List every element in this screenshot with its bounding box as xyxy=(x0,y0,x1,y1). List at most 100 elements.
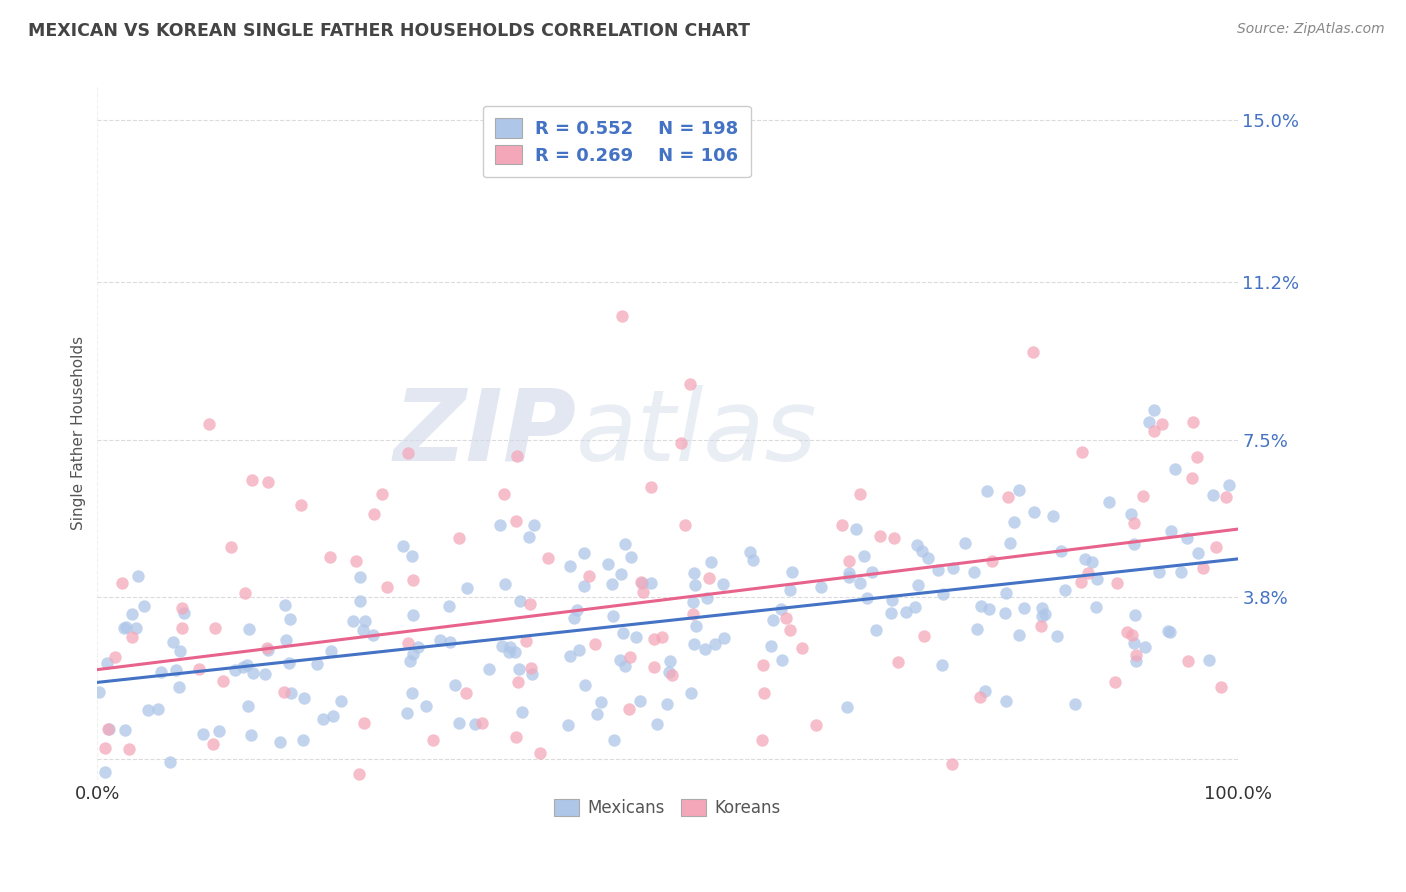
Point xyxy=(574,678,596,692)
Point xyxy=(257,475,280,490)
Point xyxy=(280,686,302,700)
Point xyxy=(375,580,398,594)
Point xyxy=(640,575,662,590)
Point xyxy=(598,557,620,571)
Point xyxy=(1209,681,1232,695)
Point xyxy=(94,764,117,779)
Point xyxy=(519,661,541,675)
Point xyxy=(1123,607,1146,622)
Point xyxy=(1123,636,1146,650)
Point xyxy=(517,530,540,544)
Point xyxy=(228,781,250,796)
Point xyxy=(401,549,423,564)
Point xyxy=(1031,619,1053,633)
Point xyxy=(456,582,478,596)
Point xyxy=(278,612,301,626)
Point xyxy=(620,550,643,565)
Point xyxy=(574,545,596,559)
Point xyxy=(685,619,707,633)
Point xyxy=(219,541,242,555)
Point xyxy=(1119,508,1142,522)
Point xyxy=(683,637,706,651)
Point xyxy=(775,611,797,625)
Text: atlas: atlas xyxy=(576,384,818,482)
Point xyxy=(505,514,527,528)
Point xyxy=(1084,599,1107,614)
Point xyxy=(1198,653,1220,667)
Point xyxy=(201,737,224,751)
Point xyxy=(927,563,949,577)
Point xyxy=(835,700,858,714)
Point xyxy=(1022,344,1045,359)
Point xyxy=(600,577,623,591)
Point xyxy=(614,537,637,551)
Point xyxy=(422,732,444,747)
Point xyxy=(614,659,637,673)
Point xyxy=(349,570,371,584)
Point xyxy=(658,654,681,668)
Point xyxy=(562,611,585,625)
Point xyxy=(399,654,422,668)
Point xyxy=(658,665,681,679)
Point xyxy=(953,536,976,550)
Point xyxy=(853,549,876,564)
Point xyxy=(568,643,591,657)
Point xyxy=(1201,488,1223,502)
Point xyxy=(349,593,371,607)
Legend: Mexicans, Koreans: Mexicans, Koreans xyxy=(547,792,787,824)
Point xyxy=(256,641,278,656)
Point xyxy=(1050,543,1073,558)
Point xyxy=(762,613,785,627)
Point xyxy=(759,639,782,653)
Point xyxy=(401,686,423,700)
Point xyxy=(1132,489,1154,503)
Point xyxy=(170,601,193,615)
Point xyxy=(1133,640,1156,655)
Point xyxy=(93,741,115,756)
Point xyxy=(1012,601,1035,615)
Point xyxy=(371,486,394,500)
Point xyxy=(402,647,425,661)
Point xyxy=(770,602,793,616)
Point xyxy=(204,621,226,635)
Point xyxy=(242,665,264,680)
Point xyxy=(997,490,1019,504)
Point xyxy=(631,585,654,599)
Point xyxy=(619,702,641,716)
Point xyxy=(98,722,121,736)
Point xyxy=(602,733,624,747)
Point xyxy=(1205,540,1227,554)
Point xyxy=(628,694,651,708)
Point xyxy=(305,657,328,672)
Point xyxy=(693,642,716,657)
Point xyxy=(849,487,872,501)
Point xyxy=(127,569,149,583)
Point xyxy=(779,623,801,637)
Point xyxy=(1177,654,1199,668)
Point xyxy=(752,657,775,672)
Point xyxy=(342,614,364,628)
Point xyxy=(941,756,963,771)
Point xyxy=(104,816,127,830)
Point xyxy=(447,715,470,730)
Point xyxy=(396,446,419,460)
Point xyxy=(1143,424,1166,438)
Point xyxy=(415,699,437,714)
Point xyxy=(522,518,544,533)
Point xyxy=(319,643,342,657)
Point xyxy=(1164,462,1187,476)
Point xyxy=(560,559,582,574)
Point xyxy=(239,728,262,742)
Point xyxy=(191,727,214,741)
Point xyxy=(1022,505,1045,519)
Point xyxy=(1031,601,1053,615)
Point xyxy=(932,586,955,600)
Point xyxy=(643,632,665,646)
Point xyxy=(353,715,375,730)
Point xyxy=(408,640,430,655)
Point xyxy=(238,699,260,714)
Point xyxy=(292,691,315,706)
Point xyxy=(87,684,110,698)
Point xyxy=(529,746,551,760)
Point xyxy=(994,606,1017,620)
